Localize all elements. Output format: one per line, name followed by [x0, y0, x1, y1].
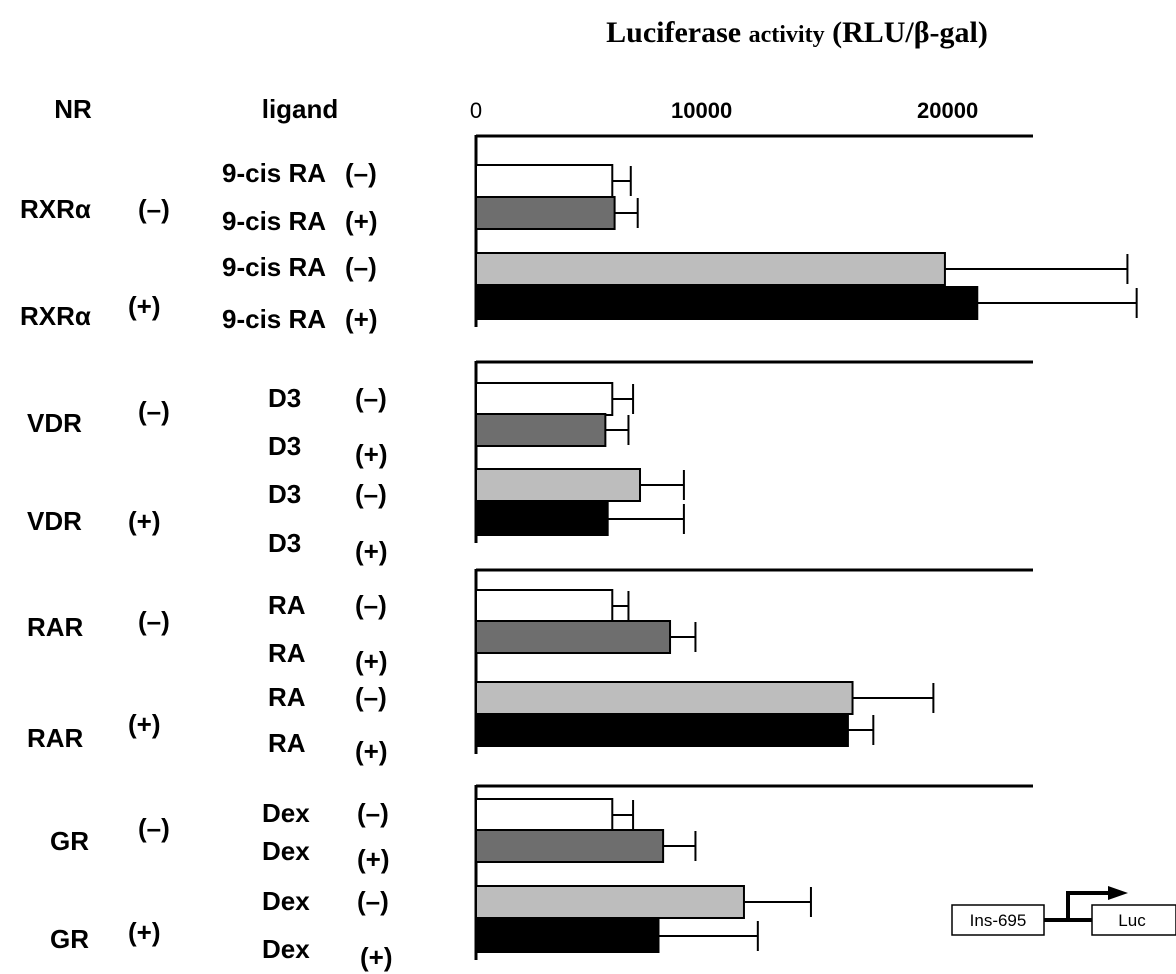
ligand-state-label: (+) — [355, 536, 388, 566]
bar — [475, 681, 854, 715]
ligand-label: Dex — [262, 934, 310, 964]
ligand-label: Dex — [262, 836, 310, 866]
ligand-label: Dex — [262, 886, 310, 916]
ligand-label: 9-cis RA — [222, 206, 326, 236]
ligand-label: 9-cis RA — [222, 304, 326, 334]
bar — [475, 196, 616, 230]
bar — [475, 589, 614, 623]
nr-label: RXRα — [20, 194, 91, 224]
transcription-start-arrowhead — [1108, 886, 1128, 900]
nr-label: RXRα — [20, 301, 91, 331]
panel-group: 9-cis RA (–) 9-cis RA (+) 9-cis RA (–) 9-cis R… — [20, 134, 1138, 334]
chart-title-part: activity — [749, 22, 825, 48]
ligand-state-label: (+) — [357, 844, 390, 874]
bar — [475, 798, 614, 832]
chart-panels: 9-cis RA (–) 9-cis RA (+) 9-cis RA (–) 9-cis R… — [20, 134, 1138, 972]
bar — [475, 252, 946, 286]
ligand-label: RA — [268, 682, 306, 712]
nr-label: VDR — [27, 408, 82, 438]
panel-group: Dex (–) Dex (+) Dex (–) Dex (+) GR (–) GR (+) — [50, 784, 1033, 972]
nr-label: GR — [50, 924, 89, 954]
ligand-label: D3 — [268, 431, 301, 461]
ligand-label: D3 — [268, 479, 301, 509]
nr-label: VDR — [27, 506, 82, 536]
ligand-label: Dex — [262, 798, 310, 828]
ligand-state-label: (–) — [345, 158, 377, 188]
bar — [475, 382, 614, 416]
ligand-label: D3 — [268, 383, 301, 413]
ligand-label: RA — [268, 728, 306, 758]
ligand-state-label: (+) — [360, 942, 393, 972]
nr-state-label: (–) — [138, 606, 170, 636]
ligand-state-label: (–) — [345, 252, 377, 282]
nr-label: RAR — [27, 612, 84, 642]
ligand-state-label: (+) — [355, 439, 388, 469]
nr-state-label: (+) — [128, 291, 161, 321]
nr-state-label: (+) — [128, 917, 161, 947]
ligand-state-label: (–) — [355, 682, 387, 712]
reporter-construct-diagram: Ins-695 Luc — [951, 886, 1176, 936]
x-tick-label: 20000 — [917, 98, 978, 123]
nr-state-label: (–) — [138, 194, 170, 224]
bar — [475, 468, 642, 502]
ligand-column-header: ligand — [262, 94, 339, 124]
ligand-label: D3 — [268, 528, 301, 558]
promoter-label: Ins-695 — [970, 911, 1027, 930]
reporter-label: Luc — [1118, 911, 1146, 930]
ligand-label: 9-cis RA — [222, 252, 326, 282]
bar — [475, 502, 609, 536]
ligand-label: 9-cis RA — [222, 158, 326, 188]
nr-state-label: (–) — [138, 813, 170, 843]
bar — [475, 286, 979, 320]
ligand-state-label: (+) — [355, 736, 388, 766]
bar — [475, 413, 607, 447]
nr-column-header: NR — [54, 94, 92, 124]
bar — [475, 919, 660, 953]
nr-state-label: (+) — [128, 709, 161, 739]
ligand-state-label: (–) — [355, 590, 387, 620]
ligand-state-label: (+) — [345, 304, 378, 334]
ligand-state-label: (–) — [357, 798, 389, 828]
promoter-box — [951, 904, 1045, 936]
chart-title-part: Luciferase — [606, 16, 748, 49]
ligand-state-label: (+) — [355, 646, 388, 676]
bar — [475, 164, 614, 198]
ligand-state-label: (–) — [355, 383, 387, 413]
nr-state-label: (–) — [138, 396, 170, 426]
reporter-box — [1091, 904, 1176, 936]
x-tick-label: 10000 — [671, 98, 732, 123]
nr-label: RAR — [27, 723, 84, 753]
ligand-label: RA — [268, 590, 306, 620]
bar — [475, 885, 745, 919]
nr-state-label: (+) — [128, 506, 161, 536]
panel-group: D3 (–) D3 (+) D3 (–) D3 (+) VDR (–) VDR (+) — [27, 360, 1033, 566]
transcription-start-arrow — [1066, 891, 1110, 920]
panel-group: RA (–) RA (+) RA (–) RA (+) RAR (–) RAR (+) — [27, 568, 1033, 766]
x-tick-label: 0 — [470, 98, 482, 123]
nr-label: GR — [50, 826, 89, 856]
chart-title: Luciferase activity (RLU/β-gal) — [606, 16, 988, 49]
ligand-state-label: (–) — [355, 479, 387, 509]
x-axis-ticks: 0 10000 20000 — [470, 98, 978, 123]
chart-title-part: (RLU/β-gal) — [825, 16, 988, 49]
ligand-label: RA — [268, 638, 306, 668]
bar — [475, 620, 672, 654]
ligand-state-label: (–) — [357, 886, 389, 916]
bar — [475, 829, 665, 863]
ligand-state-label: (+) — [345, 206, 378, 236]
bar — [475, 713, 849, 747]
